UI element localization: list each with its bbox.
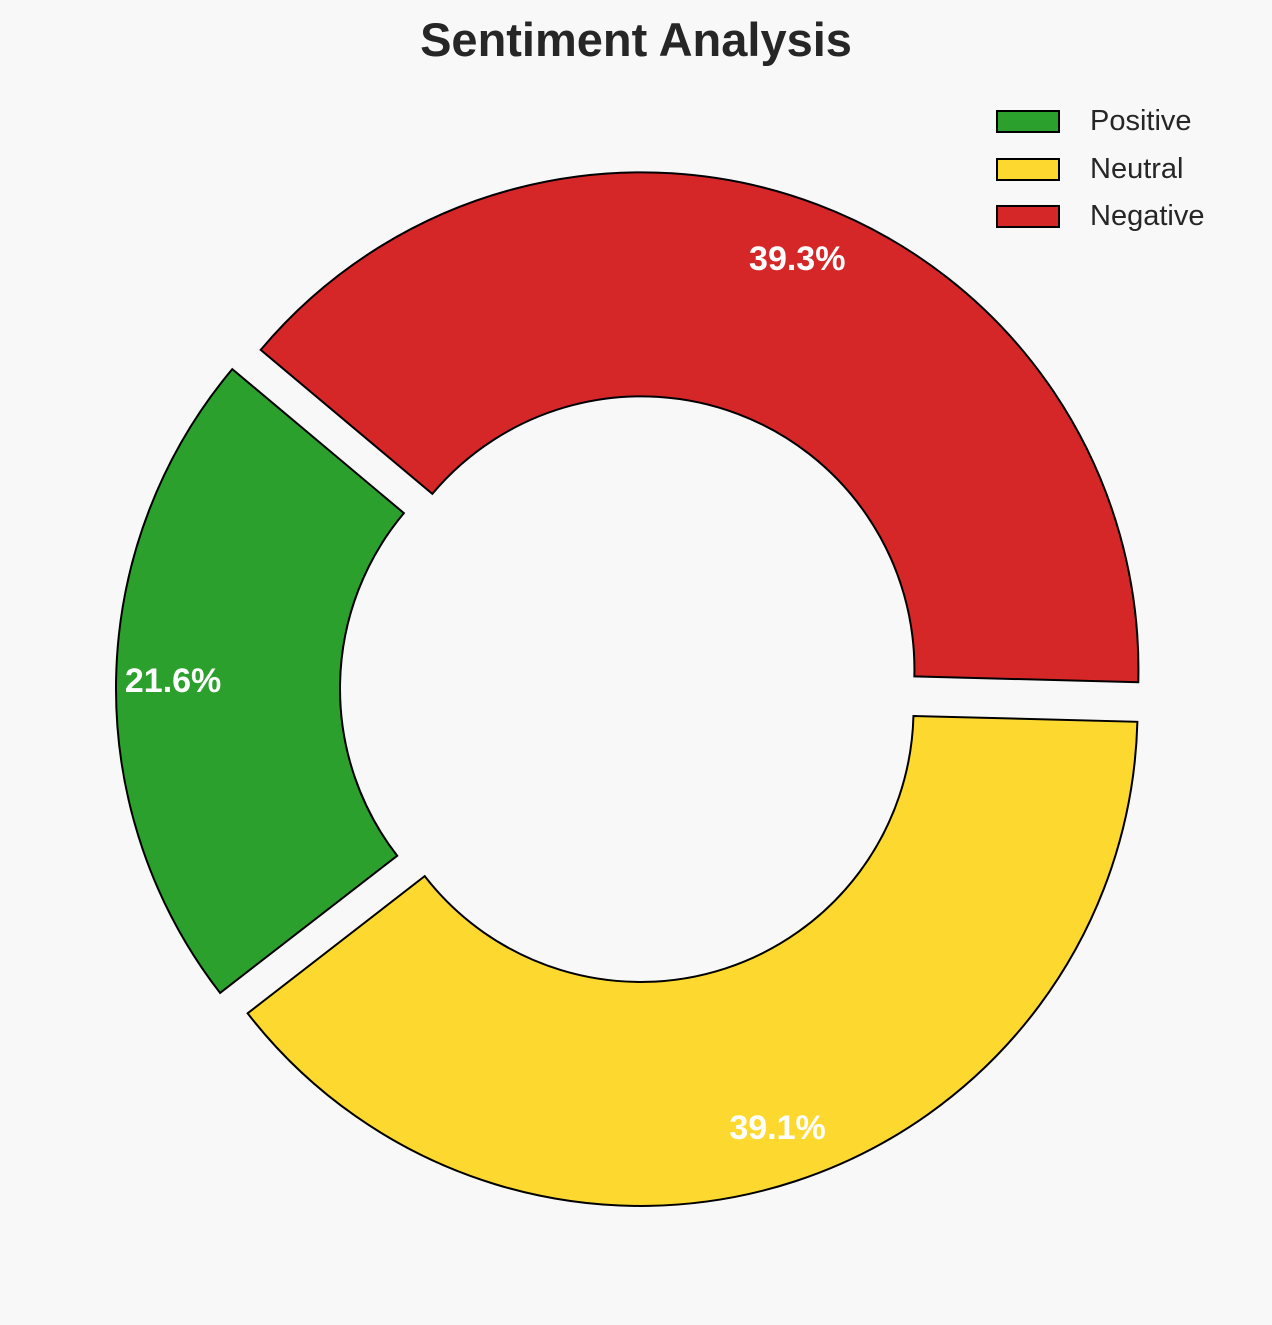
legend-swatch-negative bbox=[996, 205, 1060, 229]
chart-title: Sentiment Analysis bbox=[420, 13, 852, 66]
data-label-negative: 39.3% bbox=[749, 240, 845, 278]
legend-label: Negative bbox=[1090, 200, 1205, 233]
slice-negative bbox=[259, 171, 1140, 684]
legend-item-neutral: Neutral bbox=[996, 146, 1204, 194]
legend-swatch-positive bbox=[996, 110, 1060, 134]
legend-item-positive: Positive bbox=[996, 98, 1204, 146]
slice-positive bbox=[115, 367, 406, 995]
data-label-neutral: 39.1% bbox=[729, 1109, 825, 1147]
data-label-positive: 21.6% bbox=[125, 662, 221, 700]
legend-label: Positive bbox=[1090, 105, 1192, 138]
legend-item-negative: Negative bbox=[996, 193, 1204, 241]
legend-label: Neutral bbox=[1090, 152, 1184, 185]
legend: Positive Neutral Negative bbox=[996, 98, 1204, 241]
slice-neutral bbox=[246, 714, 1139, 1207]
legend-swatch-neutral bbox=[996, 157, 1060, 181]
